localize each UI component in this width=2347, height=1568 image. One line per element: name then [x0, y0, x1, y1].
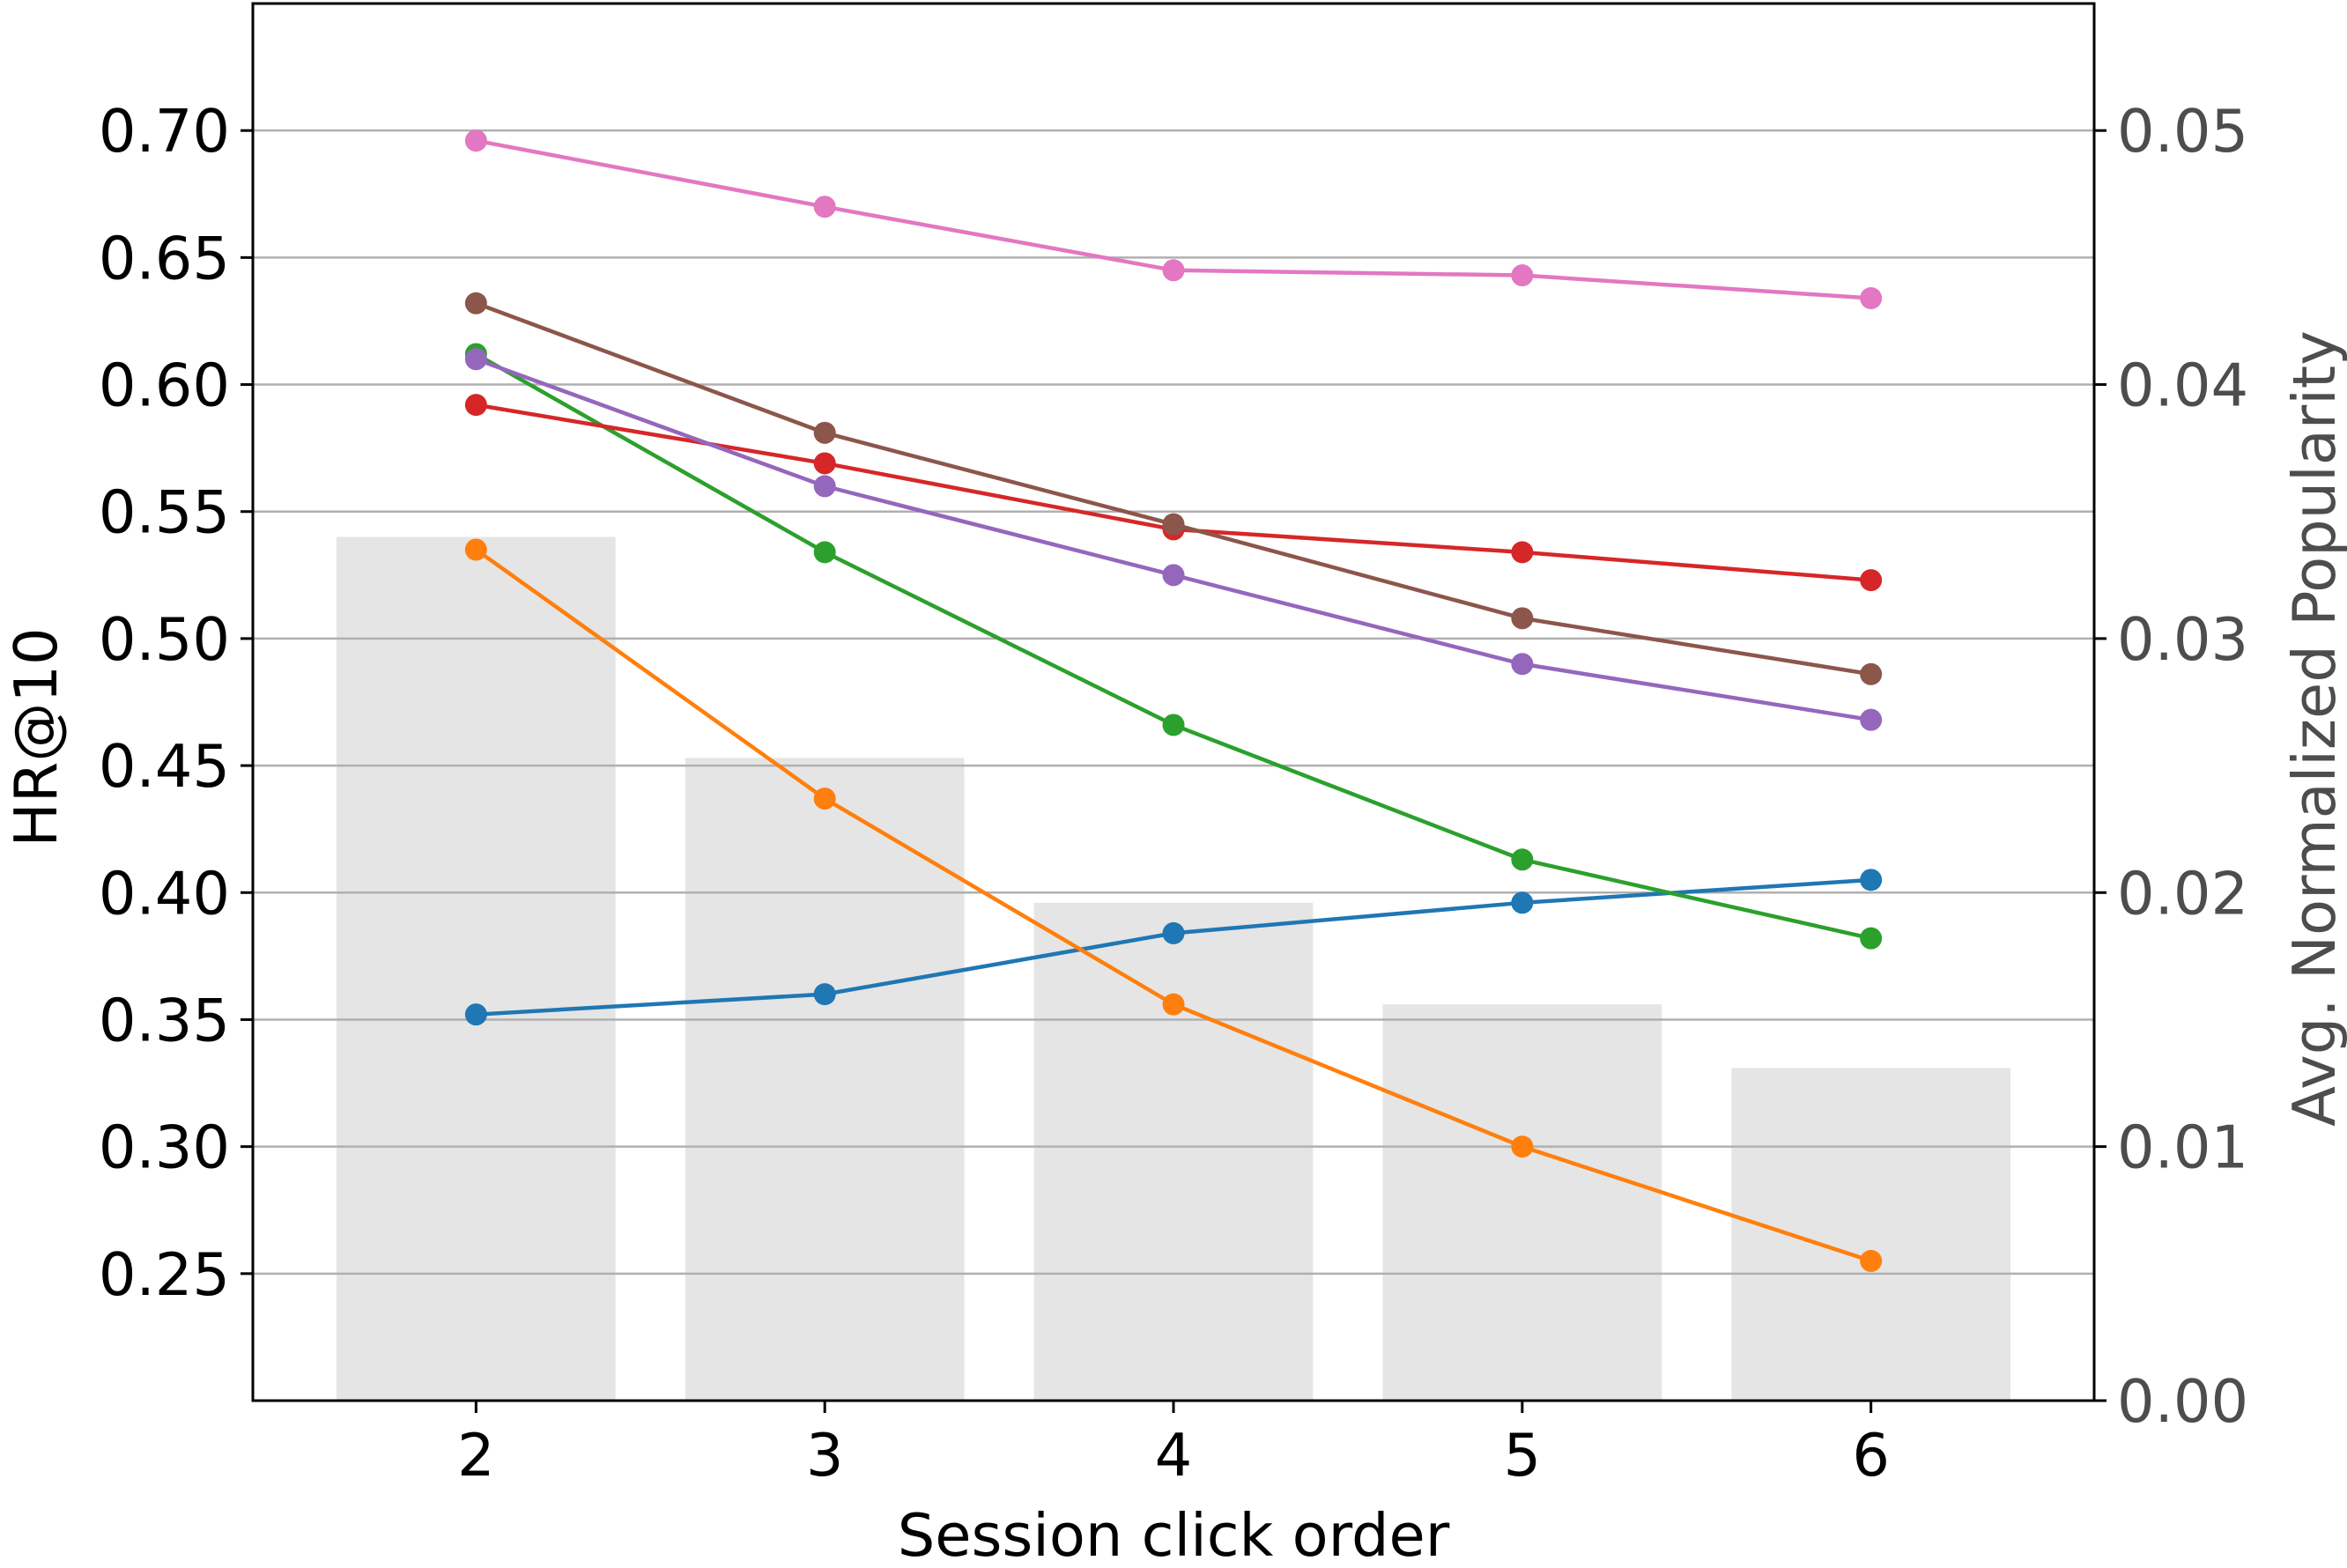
data-point [813, 541, 836, 564]
left-y-axis: 0.25 0.30 0.35 0.40 0.45 0.50 0.55 0.60 0.65 0.70 [99, 97, 253, 1309]
series-1 [464, 538, 1883, 1272]
y-tick-label: 0.65 [99, 224, 230, 292]
x-tick-label: 6 [1852, 1421, 1890, 1490]
series-2 [464, 343, 1883, 950]
data-point [1860, 927, 1883, 950]
data-point [464, 538, 487, 561]
data-point [813, 452, 836, 475]
grid-lines [253, 129, 2094, 1276]
y2-tick-label: 0.04 [2117, 351, 2248, 420]
series-3 [464, 394, 1883, 592]
data-point [1511, 1135, 1534, 1158]
popularity-bar [1731, 1068, 2010, 1401]
y2-tick-label: 0.05 [2117, 97, 2248, 166]
series-line [475, 301, 1872, 677]
hr-series [464, 129, 1883, 1272]
data-point [813, 983, 836, 1006]
data-point [813, 421, 836, 444]
data-point [813, 196, 836, 218]
y-tick-label: 0.50 [99, 605, 230, 674]
y2-axis-label: Avg. Normalized Popularity [2280, 330, 2347, 1127]
x-tick-label: 4 [1155, 1421, 1193, 1490]
data-point [813, 475, 836, 498]
data-point [1511, 607, 1534, 630]
y-tick-label: 0.30 [99, 1113, 230, 1182]
y-tick-label: 0.40 [99, 859, 230, 928]
data-point [1162, 921, 1185, 944]
y-axis-label: HR@10 [2, 627, 70, 847]
data-point [1511, 541, 1534, 564]
y2-tick-label: 0.01 [2117, 1113, 2248, 1182]
x-axis: 2 3 4 5 6 [457, 1401, 1890, 1490]
data-point [1860, 287, 1883, 310]
data-point [464, 348, 487, 371]
data-point [1162, 993, 1185, 1016]
data-point [1860, 569, 1883, 592]
y2-tick-label: 0.00 [2117, 1367, 2248, 1436]
y-tick-label: 0.60 [99, 351, 230, 420]
y-tick-label: 0.55 [99, 478, 230, 547]
y2-tick-label: 0.02 [2117, 859, 2248, 928]
popularity-bar [1033, 902, 1314, 1401]
series-5 [464, 292, 1883, 685]
data-point [1511, 891, 1534, 914]
popularity-bar [337, 536, 616, 1401]
data-point [813, 788, 836, 810]
data-point [1162, 513, 1185, 536]
popularity-bar [685, 758, 965, 1401]
x-tick-label: 2 [457, 1421, 495, 1490]
x-tick-label: 3 [806, 1421, 844, 1490]
data-point [1511, 264, 1534, 287]
data-point [1860, 869, 1883, 891]
series-line [475, 403, 1871, 582]
y-tick-label: 0.25 [99, 1240, 230, 1309]
data-point [464, 129, 487, 152]
data-point [1860, 1249, 1883, 1272]
data-point [464, 394, 487, 417]
series-6 [464, 129, 1883, 310]
y-tick-label: 0.70 [99, 97, 230, 166]
data-point [464, 292, 487, 314]
right-y-axis: 0.00 0.01 0.02 0.03 0.04 0.05 [2094, 97, 2248, 1436]
x-axis-label: Session click order [898, 1501, 1450, 1568]
y-tick-label: 0.45 [99, 732, 230, 801]
data-point [1162, 259, 1185, 282]
data-point [464, 1003, 487, 1026]
data-point [1162, 714, 1185, 736]
data-point [1162, 564, 1185, 587]
x-tick-label: 5 [1504, 1421, 1542, 1490]
y2-tick-label: 0.03 [2117, 605, 2248, 674]
popularity-bars [337, 536, 2010, 1401]
series-4 [464, 348, 1883, 731]
data-point [1511, 848, 1534, 871]
series-0 [464, 869, 1883, 1026]
data-point [1860, 708, 1883, 731]
data-point [1860, 662, 1883, 685]
data-point [1511, 653, 1534, 676]
y-tick-label: 0.35 [99, 986, 230, 1054]
popularity-bar [1382, 1004, 1662, 1401]
